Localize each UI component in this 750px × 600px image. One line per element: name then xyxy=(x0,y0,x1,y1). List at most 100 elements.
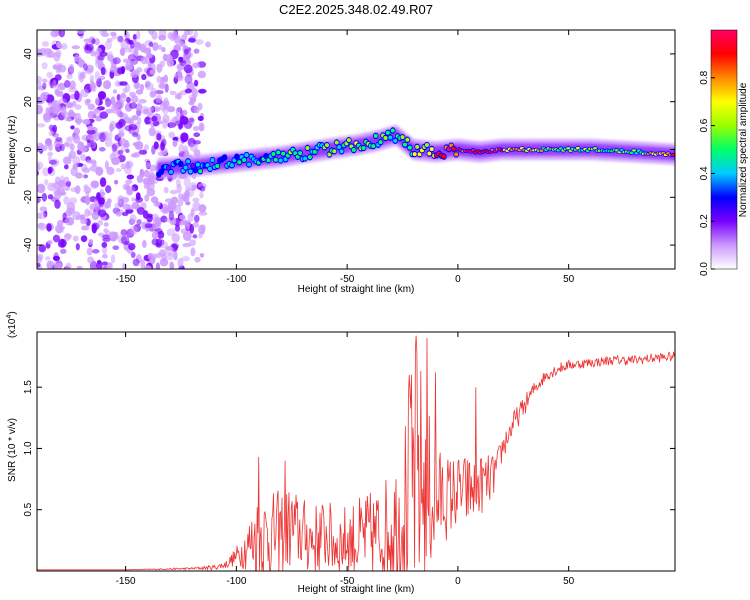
noise-blob xyxy=(158,30,167,38)
noise-blob xyxy=(133,224,142,233)
top-y-tick-label: 40 xyxy=(23,48,34,60)
ridge-peak-blob xyxy=(264,154,269,159)
colorbar-tick-label: 0.2 xyxy=(699,214,710,228)
noise-blob xyxy=(101,32,110,38)
noise-blob xyxy=(173,251,178,261)
colorbar-tick-label: 0.8 xyxy=(699,70,710,84)
noise-blob xyxy=(187,52,194,58)
noise-blob xyxy=(70,187,78,193)
noise-blob xyxy=(124,83,131,93)
noise-blob xyxy=(185,186,191,192)
ridge-peak-blob xyxy=(412,152,417,157)
top-x-ticks: -150 -100 -50 0 50 xyxy=(116,30,575,285)
ridge-peak-blob xyxy=(229,163,234,168)
noise-blob xyxy=(198,224,206,235)
noise-blob xyxy=(111,156,121,166)
ridge-peak-blob xyxy=(193,168,198,173)
noise-blob xyxy=(60,248,67,254)
ridge-peak-blob xyxy=(346,138,351,143)
noise-blob xyxy=(95,166,104,176)
noise-blob xyxy=(143,265,152,269)
noise-blob xyxy=(199,191,204,199)
noise-blob xyxy=(121,236,127,245)
noise-blob xyxy=(161,46,166,53)
noise-blob xyxy=(88,239,93,246)
noise-blob xyxy=(109,65,118,73)
noise-blob xyxy=(180,132,189,143)
noise-blob xyxy=(178,143,185,154)
snr-plot xyxy=(37,332,675,571)
noise-blob xyxy=(189,142,198,152)
noise-blob xyxy=(46,260,54,269)
noise-blob xyxy=(66,202,76,212)
noise-blob xyxy=(130,71,139,78)
noise-blob xyxy=(83,186,92,194)
ridge-peak-blob xyxy=(278,158,283,163)
bottom-x-tick-label: -50 xyxy=(340,576,355,587)
top-y-tick-label: -20 xyxy=(23,190,34,205)
noise-blob xyxy=(90,180,100,189)
noise-blob xyxy=(133,81,140,90)
noise-blob xyxy=(139,43,147,53)
noise-blob xyxy=(112,245,120,251)
bottom-x-tick-label: -150 xyxy=(116,576,136,587)
ridge-peak-blob xyxy=(327,152,332,157)
noise-blob xyxy=(42,78,48,83)
noise-blob xyxy=(125,148,130,154)
noise-blob xyxy=(103,222,109,227)
noise-blob xyxy=(72,235,79,242)
noise-blob xyxy=(192,125,200,132)
noise-blob xyxy=(167,105,176,113)
ridge-peak-blob xyxy=(298,151,303,156)
noise-blob xyxy=(164,54,173,62)
noise-blob xyxy=(97,197,105,205)
noise-blob xyxy=(62,92,71,103)
noise-blob xyxy=(181,56,188,61)
noise-blob xyxy=(144,223,153,229)
noise-blob xyxy=(163,186,169,194)
noise-blob xyxy=(140,56,148,65)
top-y-tick-label: -40 xyxy=(23,237,34,252)
noise-blob xyxy=(192,197,200,203)
noise-blob xyxy=(119,137,127,146)
noise-blob xyxy=(125,96,131,104)
ridge-peak-blob xyxy=(215,163,220,168)
noise-blob xyxy=(37,163,41,172)
bottom-x-ticks: -150 -100 -50 0 50 xyxy=(116,332,575,587)
noise-blob xyxy=(98,147,106,152)
noise-blob xyxy=(156,133,162,141)
noise-blob xyxy=(176,183,182,194)
ridge-peak-blob xyxy=(378,140,383,145)
spectral-ridge xyxy=(155,124,675,180)
ridge-peak-blob xyxy=(593,146,598,150)
noise-blob xyxy=(119,48,125,56)
noise-blob xyxy=(58,238,67,248)
noise-blob xyxy=(178,72,183,80)
noise-blob xyxy=(47,194,54,200)
ridge-peak-blob xyxy=(451,146,456,151)
noise-blob xyxy=(86,140,95,148)
noise-blob xyxy=(113,101,120,111)
ridge-peak-blob xyxy=(332,149,337,154)
noise-blob xyxy=(126,174,135,180)
noise-blob xyxy=(132,152,141,158)
ridge-peak-blob xyxy=(244,153,249,158)
noise-blob xyxy=(187,117,195,123)
noise-blob xyxy=(45,94,55,104)
ridge-peak-blob xyxy=(190,164,195,169)
noise-blob xyxy=(38,244,47,253)
noise-blob xyxy=(37,161,44,170)
chart-title: C2E2.2025.348.02.49.R07 xyxy=(279,2,433,17)
noise-blob xyxy=(87,103,96,111)
noise-blob xyxy=(183,220,190,227)
noise-blob xyxy=(96,260,103,269)
ridge-peak-blob xyxy=(208,166,213,171)
noise-blob xyxy=(120,163,127,170)
ridge-peak-blob xyxy=(324,143,329,148)
noise-blob xyxy=(48,124,54,131)
noise-blob xyxy=(132,39,137,44)
noise-blob xyxy=(74,112,82,121)
bottom-x-tick-label: 50 xyxy=(563,576,575,587)
noise-blob xyxy=(119,112,129,120)
noise-blob xyxy=(178,56,184,62)
